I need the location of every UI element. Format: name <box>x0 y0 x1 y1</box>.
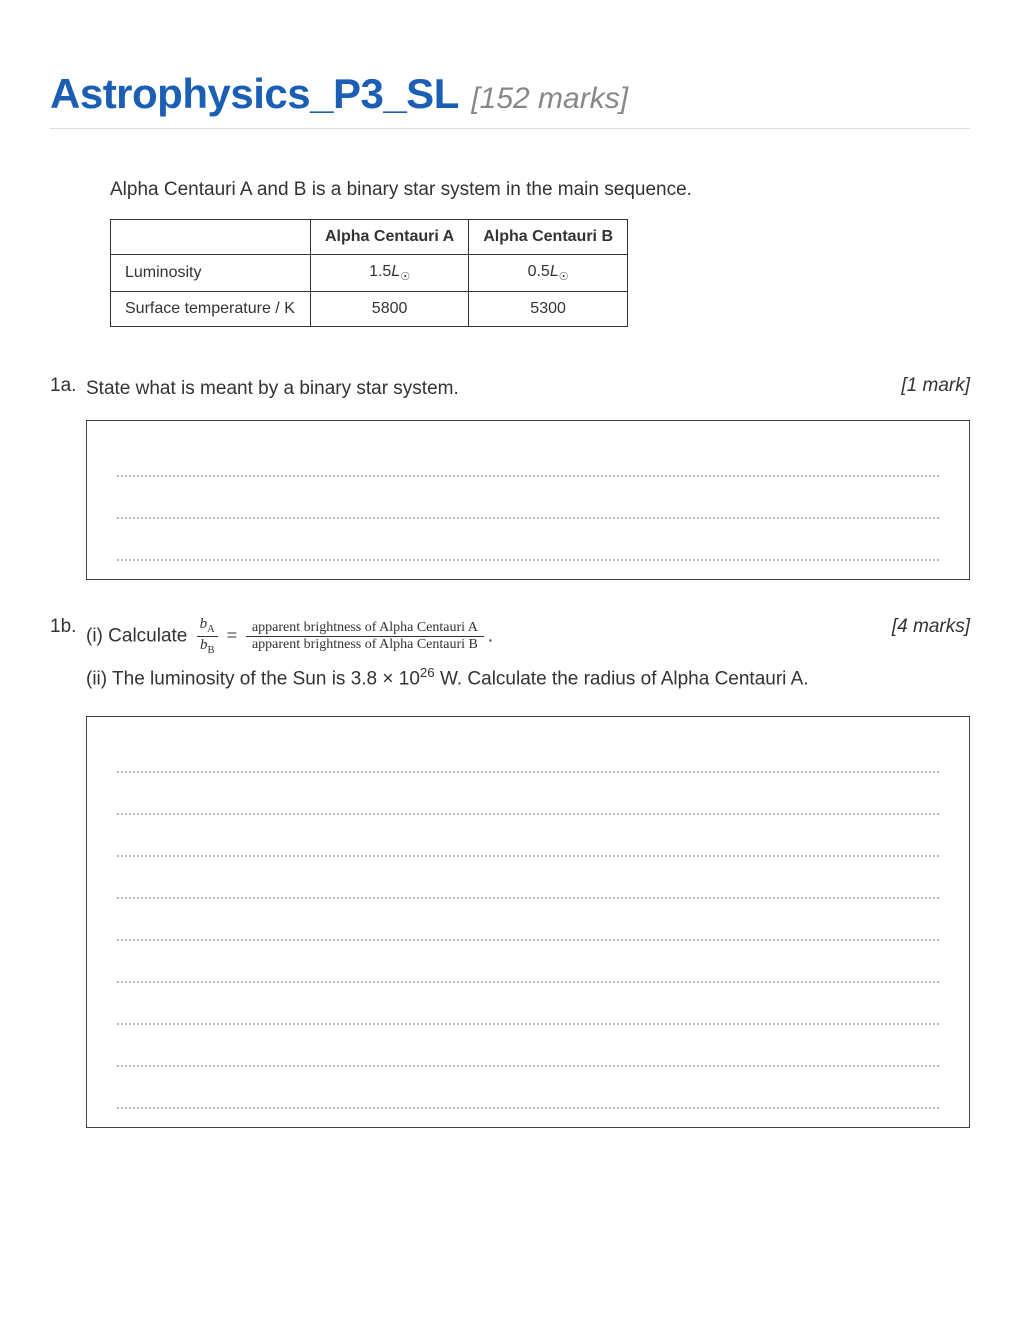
answer-line <box>117 913 939 941</box>
answer-line <box>117 955 939 983</box>
table-row: Surface temperature / K 5800 5300 <box>111 292 628 327</box>
cell-b: 0.5L☉ <box>469 255 628 292</box>
title-row: Astrophysics_P3_SL [152 marks] <box>50 70 970 129</box>
cell-b: 5300 <box>469 292 628 327</box>
row-label: Luminosity <box>111 255 311 292</box>
answer-line <box>117 1039 939 1067</box>
page-title: Astrophysics_P3_SL <box>50 70 459 117</box>
question-text: State what is meant by a binary star sys… <box>86 375 881 404</box>
row-label: Surface temperature / K <box>111 292 311 327</box>
question-body: (i) Calculate bAbB = apparent brightness… <box>86 616 970 1128</box>
intro-text: Alpha Centauri A and B is a binary star … <box>110 179 970 201</box>
cell-a: 5800 <box>311 292 469 327</box>
answer-line <box>117 1081 939 1109</box>
question-marks: [4 marks] <box>892 616 970 638</box>
cell-a: 1.5L☉ <box>311 255 469 292</box>
answer-box-1b <box>86 716 970 1128</box>
answer-line <box>117 997 939 1025</box>
subpart-i: (i) Calculate bAbB = apparent brightness… <box>86 616 872 657</box>
question-header: (i) Calculate bAbB = apparent brightness… <box>86 616 970 700</box>
question-number: 1a. <box>50 375 86 580</box>
data-table: Alpha Centauri A Alpha Centauri B Lumino… <box>110 219 628 327</box>
table-row: Luminosity 1.5L☉ 0.5L☉ <box>111 255 628 292</box>
answer-line <box>117 491 939 519</box>
answer-line <box>117 871 939 899</box>
table-header-row: Alpha Centauri A Alpha Centauri B <box>111 220 628 255</box>
answer-line <box>117 745 939 773</box>
question-marks: [1 mark] <box>901 375 970 397</box>
fraction-ratio: bAbB <box>197 616 218 657</box>
answer-line <box>117 829 939 857</box>
question-number: 1b. <box>50 616 86 1128</box>
question-1b: 1b. (i) Calculate bAbB = apparent bright… <box>50 616 970 1128</box>
answer-line <box>117 533 939 561</box>
table-corner <box>111 220 311 255</box>
answer-line <box>117 449 939 477</box>
fraction-brightness: apparent brightness of Alpha Centauri Aa… <box>246 620 484 653</box>
col-header-b: Alpha Centauri B <box>469 220 628 255</box>
col-header-a: Alpha Centauri A <box>311 220 469 255</box>
answer-box-1a <box>86 420 970 580</box>
question-text: (i) Calculate bAbB = apparent brightness… <box>86 616 872 700</box>
question-header: State what is meant by a binary star sys… <box>86 375 970 404</box>
total-marks: [152 marks] <box>471 82 628 115</box>
question-body: State what is meant by a binary star sys… <box>86 375 970 580</box>
subpart-ii: (ii) The luminosity of the Sun is 3.8 × … <box>86 663 872 694</box>
question-1a: 1a. State what is meant by a binary star… <box>50 375 970 580</box>
answer-line <box>117 787 939 815</box>
